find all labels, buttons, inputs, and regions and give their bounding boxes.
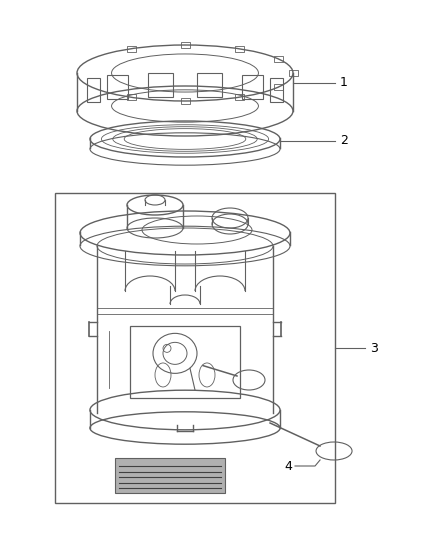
Bar — [274, 84, 283, 90]
Bar — [55, 193, 335, 503]
Bar — [87, 78, 99, 102]
Bar — [197, 73, 223, 96]
Bar — [180, 98, 190, 104]
Bar — [180, 42, 190, 48]
Bar — [130, 326, 240, 398]
Bar — [127, 94, 135, 100]
Bar — [271, 78, 283, 102]
Text: 3: 3 — [370, 342, 378, 354]
Bar — [115, 458, 225, 493]
Text: 4: 4 — [284, 459, 292, 472]
Bar — [234, 94, 244, 100]
Bar — [148, 73, 173, 96]
Text: 2: 2 — [340, 134, 348, 148]
Bar — [274, 56, 283, 62]
Bar — [242, 75, 262, 99]
Bar — [107, 75, 128, 99]
Bar — [234, 46, 244, 52]
Bar — [289, 70, 297, 76]
Text: 1: 1 — [340, 77, 348, 90]
Bar — [127, 46, 135, 52]
